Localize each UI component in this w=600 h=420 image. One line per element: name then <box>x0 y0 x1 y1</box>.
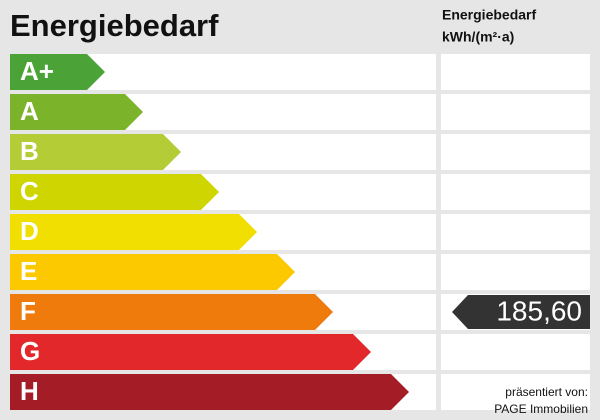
value-cell <box>441 254 590 290</box>
class-arrow <box>10 134 181 170</box>
class-label: A+ <box>20 56 54 86</box>
class-arrow <box>10 174 219 210</box>
class-label: E <box>20 256 37 286</box>
value-cell <box>441 214 590 250</box>
class-label: C <box>20 176 39 206</box>
value-label: 185,60 <box>496 295 582 326</box>
class-arrow <box>10 54 105 90</box>
value-cell <box>441 374 590 410</box>
class-arrow <box>10 214 257 250</box>
class-label: F <box>20 296 36 326</box>
class-arrow <box>10 294 333 330</box>
column-header-unit: kWh/(m²·a) <box>442 29 514 45</box>
class-arrow <box>10 334 371 370</box>
class-arrow <box>10 254 295 290</box>
class-label: A <box>20 96 39 126</box>
class-arrow <box>10 374 409 410</box>
value-cell <box>441 174 590 210</box>
value-cell <box>441 334 590 370</box>
footer-brand: PAGE Immobilien <box>494 402 588 416</box>
class-label: G <box>20 336 40 366</box>
title: Energiebedarf <box>10 8 219 43</box>
class-arrow <box>10 94 143 130</box>
value-cell <box>441 54 590 90</box>
column-header: Energiebedarf <box>442 7 536 23</box>
value-marker <box>452 295 590 329</box>
value-cell <box>441 94 590 130</box>
value-cell <box>441 134 590 170</box>
class-label: H <box>20 376 39 406</box>
class-label: B <box>20 136 39 166</box>
footer-text: präsentiert von: <box>505 385 588 399</box>
class-label: D <box>20 216 39 246</box>
